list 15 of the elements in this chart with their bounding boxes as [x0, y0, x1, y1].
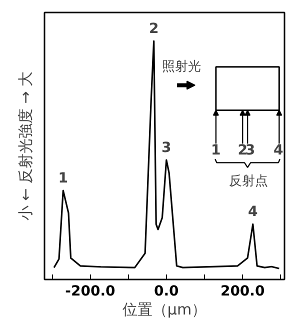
x-tick-label: 0.0 [154, 284, 180, 300]
annotation: 3 [245, 142, 256, 158]
annotation: 4 [274, 142, 284, 158]
x-tick-label: -200.0 [65, 284, 116, 300]
x-tick-label: 200.0 [220, 284, 265, 300]
annotation: 4 [248, 204, 258, 220]
annotation: 3 [162, 140, 172, 156]
annotation: 2 [238, 142, 248, 158]
annotation: 1 [58, 170, 68, 187]
x-axis-title: 位置（μm） [122, 300, 207, 318]
annotation: 1 [211, 142, 221, 158]
annotation: 反射点 [228, 174, 268, 189]
y-axis-title: 小 ← 反射光強度 → 大 [16, 71, 34, 221]
annotation: 照射光 [162, 59, 202, 74]
annotation: 2 [148, 21, 159, 38]
